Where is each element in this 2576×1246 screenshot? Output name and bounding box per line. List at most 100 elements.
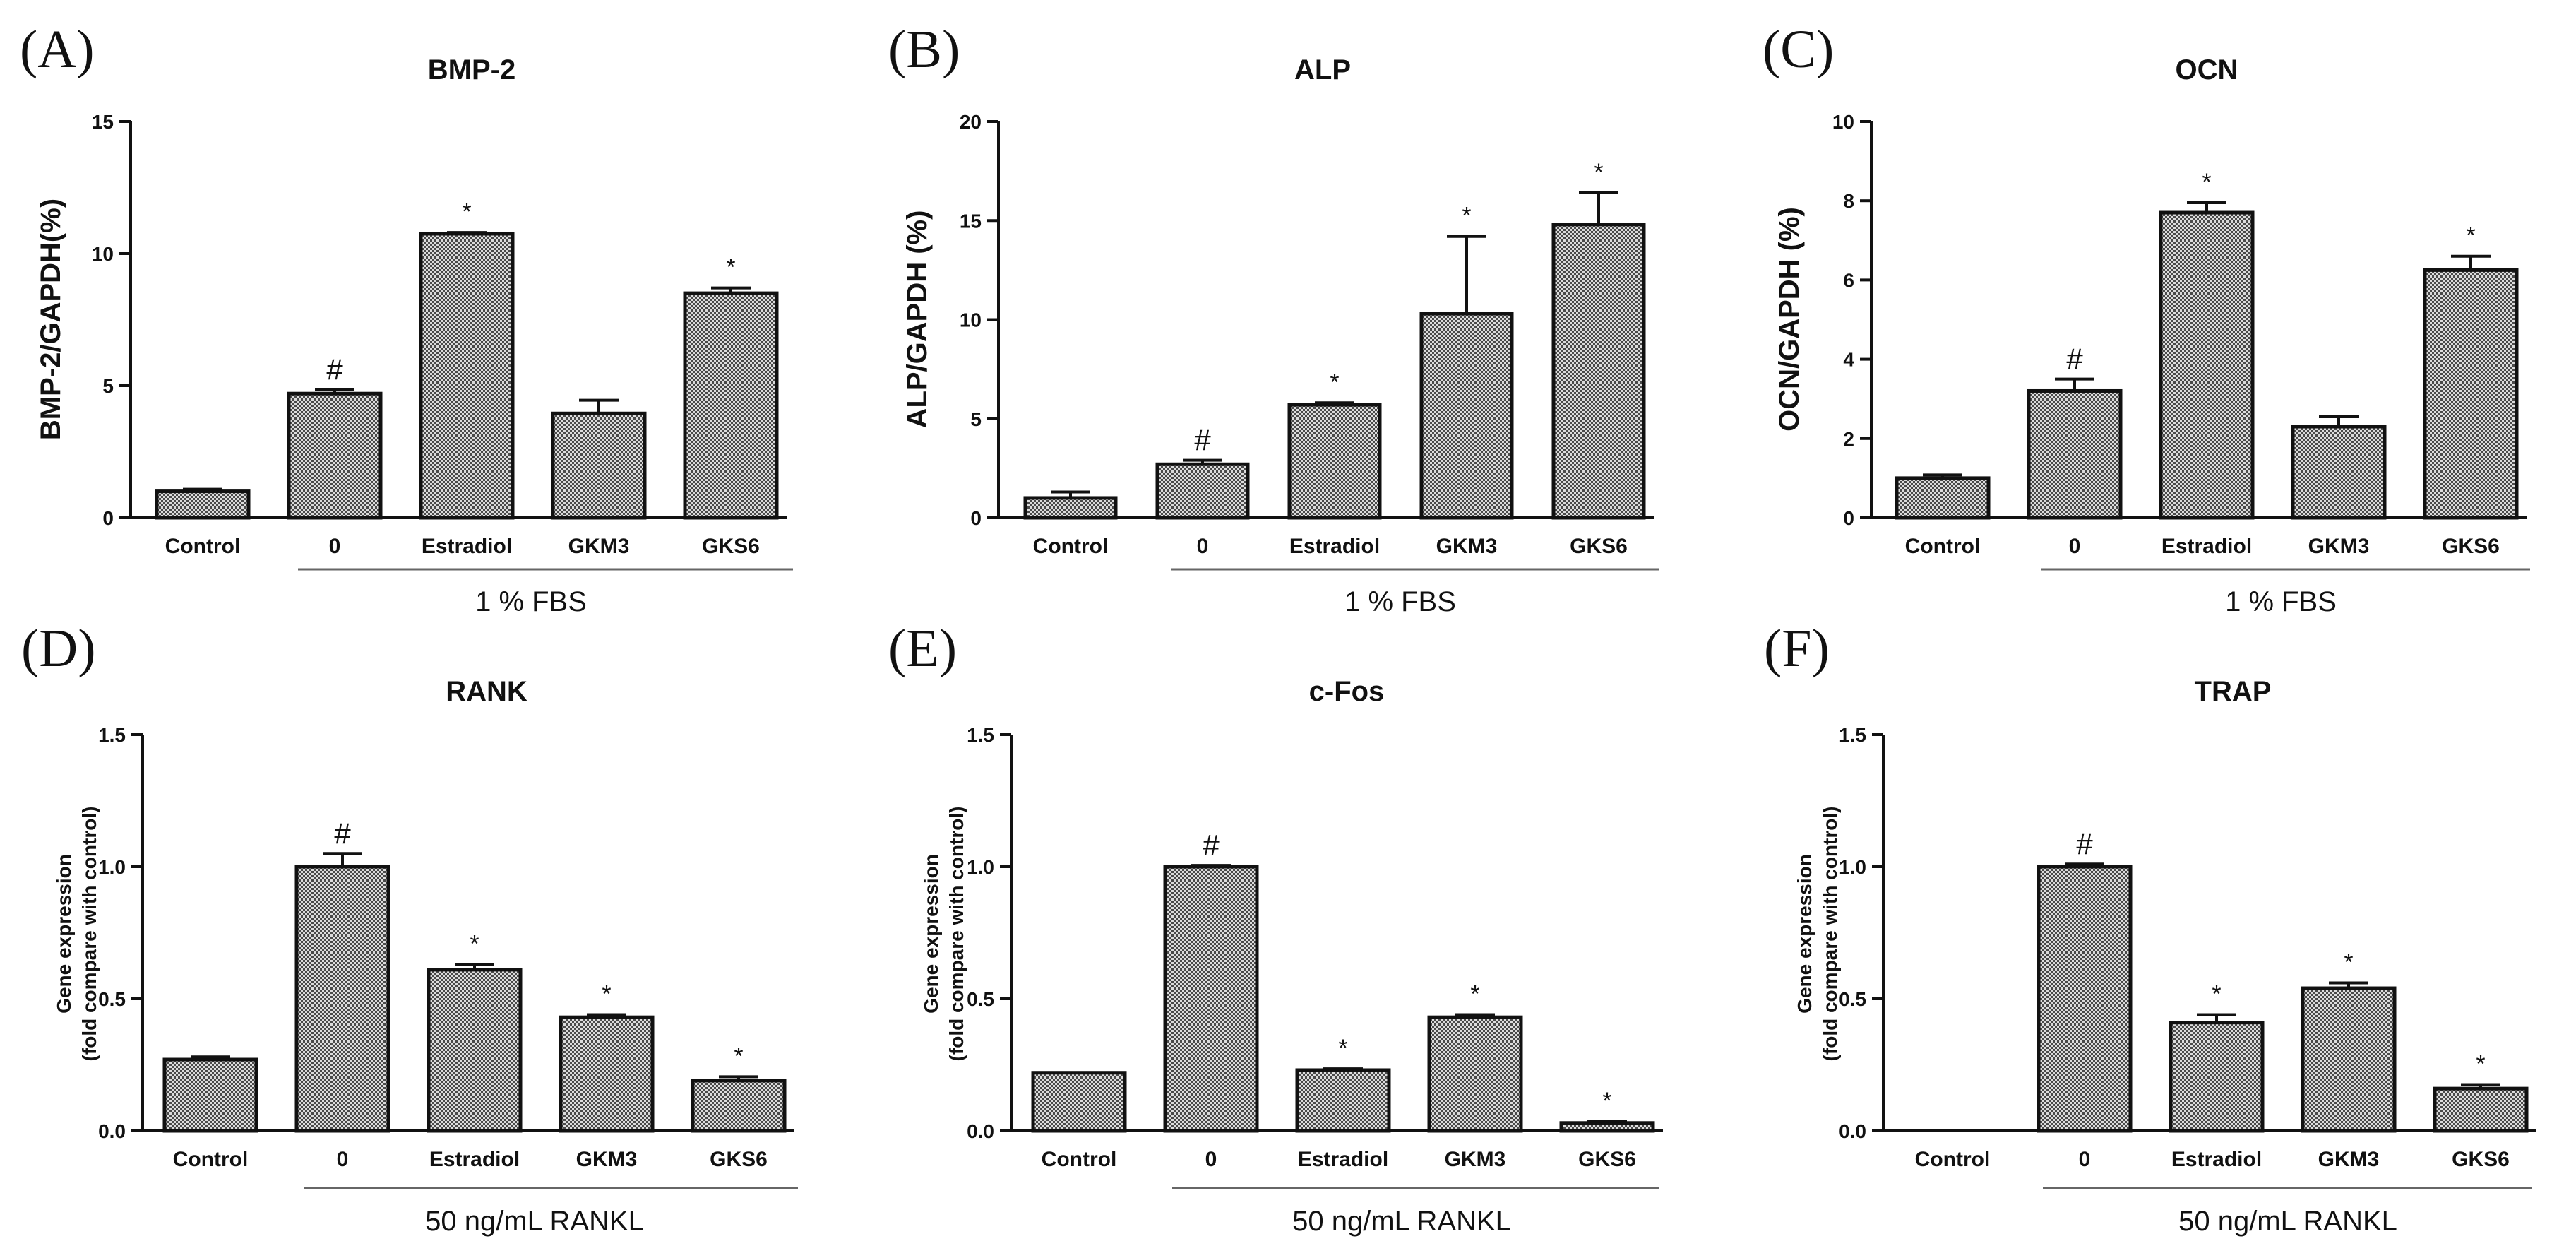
chart-title: RANK — [446, 676, 527, 707]
bar-gks6 — [1559, 1121, 1655, 1133]
bar-estradiol — [2159, 210, 2255, 520]
group-label: 1 % FBS — [2225, 586, 2337, 617]
chart-title: BMP-2 — [428, 54, 515, 85]
y-tick-label: 15 — [92, 111, 114, 133]
y-tick-label: 6 — [1843, 269, 1854, 291]
x-tick-label: GKM3 — [1445, 1148, 1506, 1171]
x-tick-label: Control — [1042, 1148, 1117, 1171]
x-tick-label: GKS6 — [2442, 535, 2500, 558]
y-tick-label: 5 — [970, 408, 982, 430]
hash-mark: # — [1203, 829, 1220, 862]
y-tick-label: 0.5 — [967, 988, 994, 1010]
chart-title: OCN — [2176, 54, 2238, 85]
hash-mark: # — [2076, 827, 2093, 860]
chart-panel-bmp-2: (A) BMP-2 BMP-2/GAPDH(%) 0 5 10 15 Control #0 * Es… — [20, 20, 793, 617]
hash-mark: # — [1194, 424, 1211, 457]
y-tick-label: 5 — [102, 375, 114, 397]
bar-gkm3 — [551, 411, 647, 520]
bar-0 — [1155, 462, 1250, 520]
y-axis-label-line: Gene expression — [920, 854, 942, 1014]
x-tick-label: GKM3 — [568, 535, 630, 558]
y-tick-label: 0 — [970, 507, 982, 529]
y-tick-label: 1.5 — [967, 724, 994, 746]
asterisk-mark: * — [734, 1043, 743, 1069]
group-label: 50 ng/mL RANKL — [2178, 1206, 2397, 1237]
bar-0 — [1163, 865, 1259, 1133]
hash-mark: # — [2066, 343, 2083, 376]
chart-title: c-Fos — [1309, 676, 1385, 707]
bar-0 — [2037, 865, 2133, 1133]
asterisk-mark: * — [1594, 159, 1603, 186]
x-tick-label: GKS6 — [710, 1148, 768, 1171]
asterisk-mark: * — [602, 980, 611, 1007]
panel-letter: (C) — [1763, 20, 1834, 79]
asterisk-mark: * — [1338, 1035, 1347, 1062]
y-tick-label: 0.5 — [1839, 988, 1866, 1010]
bar-estradiol — [2169, 1021, 2265, 1133]
asterisk-mark: * — [2344, 949, 2353, 976]
chart-title: ALP — [1294, 54, 1351, 85]
panel-letter: (A) — [20, 20, 95, 79]
hash-mark: # — [326, 353, 343, 386]
asterisk-mark: * — [2466, 222, 2475, 249]
bar-gkm3 — [1427, 1015, 1523, 1133]
asterisk-mark: * — [2202, 169, 2211, 196]
bar-gkm3 — [559, 1015, 655, 1133]
y-axis-label: OCN/GAPDH (%) — [1774, 207, 1805, 432]
bar-estradiol — [1287, 403, 1382, 520]
x-tick-label: Estradiol — [1289, 535, 1380, 558]
bar-control — [155, 490, 251, 520]
asterisk-mark: * — [1462, 203, 1471, 230]
chart-panel-c-fos: (E) c-Fos Gene expression (fold compare wit… — [888, 619, 1663, 1237]
x-tick-label: 0 — [2079, 1148, 2091, 1171]
y-tick-label: 2 — [1843, 428, 1854, 450]
y-tick-label: 8 — [1843, 190, 1854, 212]
chart-panel-ocn: (C) OCN OCN/GAPDH (%) 0 2 4 6 8 10 Control #0 * Estr… — [1763, 20, 2530, 617]
x-tick-label: GKS6 — [702, 535, 760, 558]
group-label: 50 ng/mL RANKL — [425, 1206, 644, 1237]
panel-letter: (F) — [1764, 619, 1830, 678]
bar-gks6 — [1551, 222, 1646, 520]
y-tick-label: 0 — [102, 507, 114, 529]
y-axis-label-line: (fold compare with control) — [946, 807, 967, 1062]
y-tick-label: 1.0 — [967, 856, 994, 878]
asterisk-mark: * — [1330, 369, 1339, 396]
panel-letter: (E) — [888, 619, 957, 678]
bar-control — [1023, 496, 1118, 520]
y-axis-label: BMP-2/GAPDH(%) — [35, 198, 66, 440]
y-tick-label: 1.0 — [1839, 856, 1866, 878]
group-label: 50 ng/mL RANKL — [1292, 1206, 1511, 1237]
panel-letter: (B) — [888, 20, 960, 79]
x-tick-label: GKM3 — [2308, 535, 2370, 558]
y-tick-label: 4 — [1843, 349, 1854, 371]
y-axis-label-line: Gene expression — [53, 854, 75, 1014]
panel-letter: (D) — [21, 619, 96, 678]
x-tick-label: Control — [1905, 535, 1981, 558]
asterisk-mark: * — [726, 254, 735, 281]
x-tick-label: 0 — [2069, 535, 2081, 558]
bar-gks6 — [2433, 1086, 2529, 1133]
y-axis-label-line: Gene expression — [1794, 854, 1815, 1014]
bar-gks6 — [683, 291, 779, 520]
y-axis-label: Gene expression (fold compare with contro… — [1794, 807, 1841, 1062]
y-tick-label: 10 — [960, 309, 982, 331]
y-axis-label: Gene expression (fold compare with contro… — [53, 807, 100, 1062]
x-tick-label: Control — [1033, 535, 1109, 558]
y-tick-label: 0.0 — [967, 1120, 994, 1142]
bar-gkm3 — [2291, 425, 2387, 520]
x-tick-label: 0 — [1205, 1148, 1217, 1171]
y-tick-label: 20 — [960, 111, 982, 133]
bar-estradiol — [427, 968, 523, 1133]
bar-control — [1895, 476, 1991, 520]
asterisk-mark: * — [1470, 980, 1479, 1007]
bar-0 — [287, 391, 383, 520]
y-tick-label: 0.0 — [1839, 1120, 1866, 1142]
y-axis-label: Gene expression (fold compare with contro… — [920, 807, 967, 1062]
x-tick-label: Control — [1915, 1148, 1991, 1171]
y-tick-label: 10 — [1832, 111, 1854, 133]
hash-mark: # — [334, 817, 351, 850]
x-tick-label: Estradiol — [2171, 1148, 2262, 1171]
bar-estradiol — [1295, 1068, 1391, 1133]
group-label: 1 % FBS — [475, 586, 587, 617]
y-tick-label: 0.5 — [98, 988, 126, 1010]
